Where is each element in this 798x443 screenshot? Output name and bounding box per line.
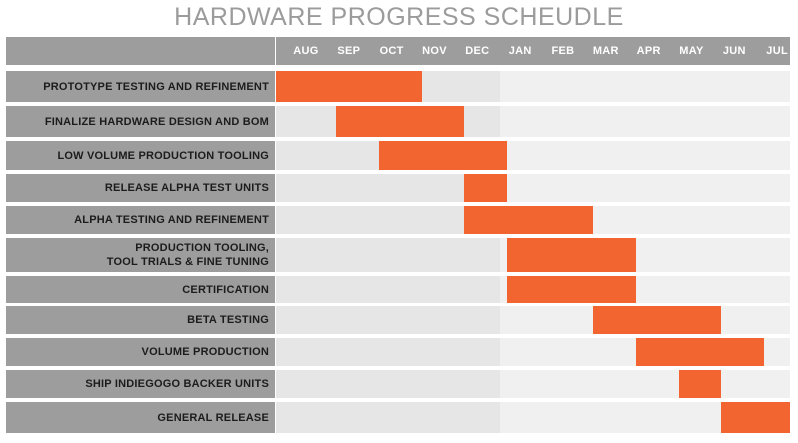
task-bar [721, 402, 790, 433]
row-background-past [276, 370, 500, 398]
task-label-text: PROTOTYPE TESTING AND REFINEMENT [43, 80, 269, 93]
task-bar [507, 276, 636, 303]
task-label-row: ALPHA TESTING AND REFINEMENT [6, 206, 275, 234]
month-label-jan: JAN [508, 45, 532, 57]
task-bar [507, 238, 636, 272]
header-label-area [6, 37, 275, 65]
task-bar [464, 174, 508, 202]
task-label-text: BETA TESTING [187, 314, 269, 326]
month-label-feb: FEB [551, 45, 575, 57]
month-label-mar: MAR [592, 45, 619, 57]
task-bar [678, 370, 722, 398]
month-label-aug: AUG [293, 45, 319, 57]
row-background-past [276, 174, 500, 202]
month-label-jul: JUL [766, 45, 788, 57]
row-background-past [276, 238, 500, 272]
task-label-row: BETA TESTING [6, 306, 275, 334]
row-background-past [276, 338, 500, 366]
month-label-dec: DEC [465, 45, 490, 57]
task-label-row: CERTIFICATION [6, 276, 275, 303]
task-label-text: FINALIZE HARDWARE DESIGN AND BOM [44, 115, 269, 128]
task-label-row: PROTOTYPE TESTING AND REFINEMENT [6, 71, 275, 102]
task-bar [378, 141, 508, 170]
row-background-future [500, 370, 790, 398]
task-bar [635, 338, 765, 366]
task-bar [276, 71, 422, 102]
row-background-future [500, 106, 790, 137]
chart-title: HARDWARE PROGRESS SCHEUDLE [174, 3, 624, 31]
task-label-text: CERTIFICATION [182, 283, 269, 296]
row-background-past [276, 206, 500, 234]
task-label-row: FINALIZE HARDWARE DESIGN AND BOM [6, 106, 275, 137]
row-background-past [276, 402, 500, 433]
task-bar [464, 206, 593, 234]
task-label-text: ALPHA TESTING AND REFINEMENT [74, 214, 269, 226]
month-label-sep: SEP [337, 45, 361, 57]
month-label-may: MAY [679, 45, 704, 57]
task-label-text: LOW VOLUME PRODUCTION TOOLING [57, 149, 269, 162]
task-label-text: GENERAL RELEASE [157, 411, 269, 424]
row-background-future [500, 174, 790, 202]
month-label-nov: NOV [422, 45, 447, 57]
task-label-row: LOW VOLUME PRODUCTION TOOLING [6, 141, 275, 170]
task-label-row: SHIP INDIEGOGO BACKER UNITS [6, 370, 275, 398]
month-header-bar [276, 37, 790, 65]
task-label-row: GENERAL RELEASE [6, 402, 275, 433]
task-label-row: RELEASE ALPHA TEST UNITS [6, 174, 275, 202]
row-background-future [500, 141, 790, 170]
task-bar [335, 106, 465, 137]
task-label-text: VOLUME PRODUCTION [141, 346, 269, 358]
task-label-text: PRODUCTION TOOLING, TOOL TRIALS & FINE TU… [106, 242, 269, 268]
row-background-past [276, 306, 500, 334]
row-background-future [500, 71, 790, 102]
task-label-text: RELEASE ALPHA TEST UNITS [104, 182, 269, 194]
month-label-oct: OCT [379, 45, 404, 57]
month-label-jun: JUN [722, 45, 746, 57]
task-label-text: SHIP INDIEGOGO BACKER UNITS [85, 378, 269, 390]
row-background-past [276, 276, 500, 303]
month-label-apr: APR [636, 45, 661, 57]
task-label-row: PRODUCTION TOOLING, TOOL TRIALS & FINE TU… [6, 238, 275, 272]
task-label-row: VOLUME PRODUCTION [6, 338, 275, 366]
task-bar [592, 306, 722, 334]
